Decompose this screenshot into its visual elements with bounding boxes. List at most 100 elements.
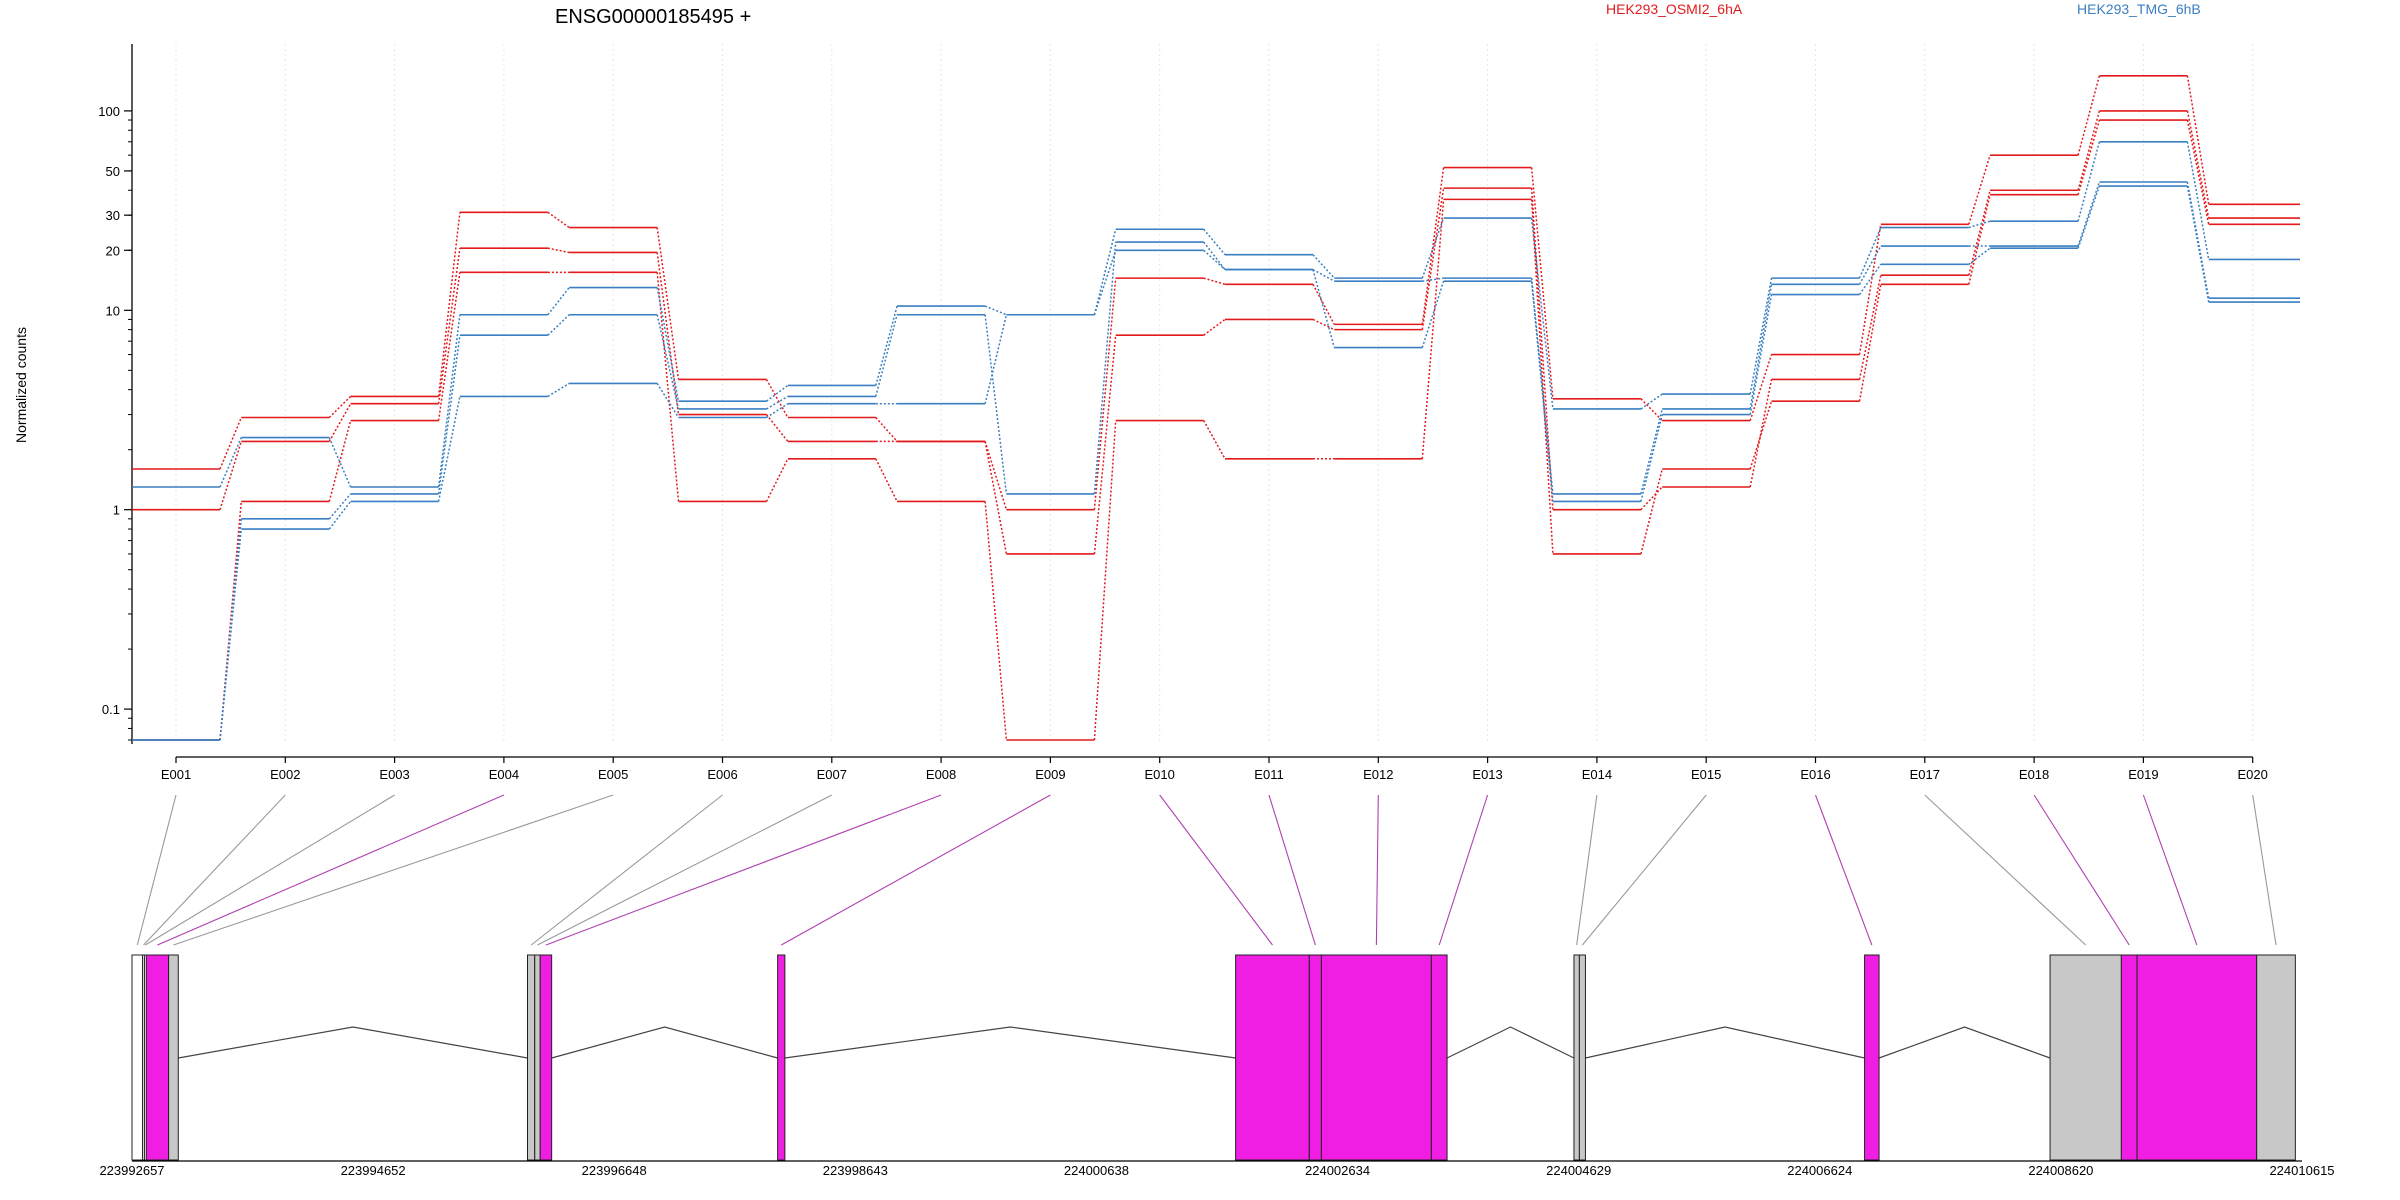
series-connector <box>875 314 898 397</box>
x-tick-label: E002 <box>270 767 300 782</box>
series-connector <box>2077 185 2101 249</box>
exon-box-E020 <box>2256 954 2296 1161</box>
y-tick-label: 50 <box>106 164 120 179</box>
series-connector <box>437 335 461 495</box>
intron-line <box>1446 1026 1575 1059</box>
series-connector <box>984 441 1008 510</box>
series-connector <box>1530 199 1554 554</box>
x-tick-label: E018 <box>2019 767 2049 782</box>
x-tick-label: E009 <box>1035 767 1065 782</box>
x-tick-label: E007 <box>817 767 847 782</box>
series-connector <box>1968 247 1991 265</box>
series-connector <box>1312 269 1336 348</box>
axes: 0.1 1 10 20 30 50 100 E001 E002 E003 E004 E005 E006 E… <box>98 44 2268 782</box>
exon-connector-E001 <box>136 794 177 946</box>
series-connector <box>984 314 1008 404</box>
series-connector <box>2077 75 2101 156</box>
exon-connector-E019 <box>2142 794 2198 946</box>
y-tick-label: 30 <box>106 208 120 223</box>
x-tick-label: E006 <box>707 767 737 782</box>
exon-box-E017 <box>2049 954 2122 1161</box>
exon-connector-E017 <box>1924 794 2087 946</box>
exon-box-E011 <box>1308 954 1322 1161</box>
series-connector <box>328 395 352 419</box>
series-connector <box>1858 275 1882 380</box>
chart-title: ENSG00000185495 + <box>555 6 751 28</box>
exon-box-E008 <box>539 954 553 1161</box>
exon-box-E012 <box>1320 954 1432 1161</box>
series-connector <box>875 458 898 502</box>
x-tick-label: E016 <box>1800 767 1830 782</box>
series-HEK293_TMG_6hB <box>132 181 2300 741</box>
series-connector <box>328 500 352 530</box>
series-connector <box>437 396 461 502</box>
exon-box-E016 <box>1864 954 1880 1161</box>
y-tick-label: 20 <box>106 243 120 258</box>
series-connector <box>1530 167 1554 399</box>
x-tick-label: E003 <box>379 767 409 782</box>
series-connector <box>2077 119 2101 195</box>
series-connector <box>547 287 570 316</box>
series-connector <box>1968 190 1991 276</box>
legend-entry-osmi2: HEK293_OSMI2_6hA <box>1606 1 1743 17</box>
series-connector <box>1640 393 1663 410</box>
series-connector <box>437 272 461 421</box>
intron-line <box>178 1026 528 1059</box>
series-connector <box>1858 224 1882 355</box>
series-connector <box>1749 354 1773 421</box>
series-lines <box>132 74 2300 741</box>
x-tick-label: E014 <box>1582 767 1612 782</box>
exon-box-E018 <box>2120 954 2138 1161</box>
x-tick-label: E011 <box>1254 767 1283 782</box>
exon-box-E006 <box>527 954 536 1161</box>
series-connector <box>1093 229 1117 315</box>
series-connector <box>1093 278 1117 510</box>
exon-connector-E009 <box>780 794 1051 946</box>
series-connector <box>1640 468 1663 555</box>
x-tick-label: E020 <box>2238 767 2268 782</box>
series-connector <box>219 441 243 510</box>
exon-box-E015 <box>1578 954 1586 1161</box>
series-connector <box>328 493 352 520</box>
vertical-gridlines <box>175 44 2254 742</box>
series-connector <box>1203 249 1226 271</box>
series-connector <box>984 314 1008 495</box>
genomic-tick-label: 223994652 <box>341 1163 406 1178</box>
exon-connector-E007 <box>537 794 833 946</box>
series-connector <box>875 417 898 442</box>
series-connector <box>1530 218 1554 410</box>
series-connector <box>1858 284 1882 402</box>
series-connector <box>437 248 461 404</box>
exon-connector-E006 <box>530 794 723 946</box>
series-connector <box>656 252 680 415</box>
exon-connector-E014 <box>1576 794 1598 946</box>
series-connector <box>1640 408 1663 495</box>
series-HEK293_OSMI2_6hA <box>132 74 2300 511</box>
genomic-tick-label: 223992657 <box>99 1163 164 1178</box>
y-tick-label: 1 <box>113 503 120 518</box>
series-connector <box>1093 241 1117 494</box>
x-tick-label: E010 <box>1145 767 1175 782</box>
intron-line <box>551 1026 778 1059</box>
genomic-tick-label: 223996648 <box>582 1163 647 1178</box>
series-connector <box>547 314 570 336</box>
series-connector <box>1421 188 1445 330</box>
series-connector <box>219 437 242 488</box>
series-connector <box>656 314 680 410</box>
exon-box-E007 <box>534 954 541 1161</box>
series-connector <box>765 458 789 502</box>
series-connector <box>1422 277 1444 282</box>
exon-box-E004 <box>145 954 170 1161</box>
series-connector <box>766 395 789 410</box>
x-tick-label: E012 <box>1363 767 1393 782</box>
x-tick-label: E019 <box>2128 767 2158 782</box>
series-connector <box>219 501 243 741</box>
genomic-tick-label: 223998643 <box>823 1163 888 1178</box>
series-connector <box>765 414 789 442</box>
intron-line <box>1585 1026 1865 1059</box>
genomic-tick-label: 224008620 <box>2028 1163 2093 1178</box>
exon-connector-lines <box>136 794 2277 946</box>
legend-entry-tmg: HEK293_TMG_6hB <box>2077 1 2201 17</box>
series-connector <box>328 403 352 442</box>
